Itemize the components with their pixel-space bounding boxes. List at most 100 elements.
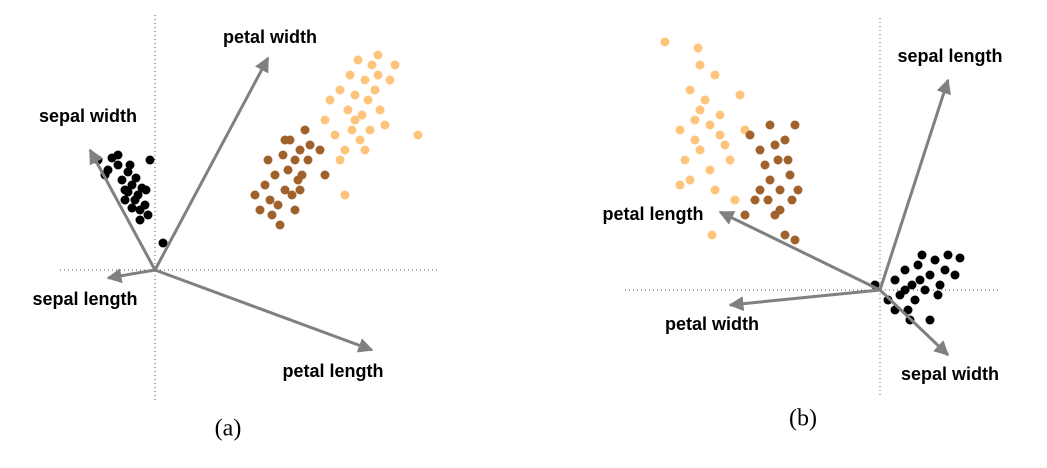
point — [295, 145, 305, 155]
arrow-label: petal width — [223, 27, 317, 47]
point — [278, 150, 288, 160]
point — [785, 170, 795, 180]
point — [955, 253, 965, 263]
point — [900, 285, 910, 295]
point — [413, 130, 423, 140]
point — [353, 55, 363, 65]
point — [145, 155, 155, 165]
arrow-label: sepal length — [897, 46, 1002, 66]
point — [710, 185, 720, 195]
point — [790, 120, 800, 130]
point — [775, 205, 785, 215]
point — [113, 150, 123, 160]
point — [933, 290, 943, 300]
point — [320, 170, 330, 180]
point — [890, 275, 900, 285]
point — [330, 130, 340, 140]
point — [690, 135, 700, 145]
point — [765, 175, 775, 185]
arrow-label: sepal width — [901, 364, 999, 384]
point — [250, 190, 260, 200]
loading-arrow — [88, 148, 157, 271]
point — [900, 265, 910, 275]
point — [113, 160, 123, 170]
point — [787, 195, 797, 205]
point — [375, 105, 385, 115]
point — [347, 125, 357, 135]
point — [775, 185, 785, 195]
loading-arrow — [154, 268, 374, 353]
point — [725, 155, 735, 165]
point — [755, 185, 765, 195]
point — [140, 200, 150, 210]
point — [930, 255, 940, 265]
point — [295, 185, 305, 195]
point — [340, 145, 350, 155]
point — [760, 160, 770, 170]
point — [357, 110, 367, 120]
point — [320, 115, 330, 125]
point — [790, 235, 800, 245]
point — [910, 295, 920, 305]
point — [935, 280, 945, 290]
point — [367, 60, 377, 70]
point — [745, 130, 755, 140]
point — [117, 175, 127, 185]
point — [103, 165, 113, 175]
point — [705, 165, 715, 175]
arrow-label: sepal width — [39, 106, 137, 126]
point — [950, 270, 960, 280]
point — [763, 195, 773, 205]
point — [903, 305, 913, 315]
point — [695, 105, 705, 115]
point — [735, 90, 745, 100]
point — [765, 120, 775, 130]
point — [350, 90, 360, 100]
point — [925, 315, 935, 325]
point — [715, 130, 725, 140]
point — [143, 210, 153, 220]
point — [340, 190, 350, 200]
point — [780, 230, 790, 240]
point — [133, 190, 143, 200]
point — [355, 135, 365, 145]
point — [705, 120, 715, 130]
point — [325, 95, 335, 105]
loading-arrow — [878, 288, 950, 357]
point — [685, 85, 695, 95]
loading-arrow — [728, 288, 881, 312]
point — [370, 85, 380, 95]
point — [287, 190, 297, 200]
point — [680, 155, 690, 165]
point — [675, 180, 685, 190]
point — [730, 195, 740, 205]
point — [660, 37, 670, 47]
point — [793, 185, 803, 195]
point — [940, 265, 950, 275]
point — [690, 115, 700, 125]
point — [123, 167, 133, 177]
point — [783, 155, 793, 165]
point — [695, 60, 705, 70]
point — [273, 200, 283, 210]
point — [135, 215, 145, 225]
point — [300, 125, 310, 135]
point — [260, 180, 270, 190]
point — [290, 205, 300, 215]
arrow-label: petal length — [282, 361, 383, 381]
point — [780, 135, 790, 145]
point — [275, 220, 285, 230]
point — [915, 275, 925, 285]
loading-arrow — [153, 56, 270, 271]
point — [750, 195, 760, 205]
point — [373, 70, 383, 80]
loading-arrow — [106, 268, 156, 284]
point — [315, 145, 325, 155]
point — [345, 70, 355, 80]
point — [920, 285, 930, 295]
point — [917, 250, 927, 260]
point — [695, 145, 705, 155]
point — [715, 110, 725, 120]
point — [280, 185, 290, 195]
